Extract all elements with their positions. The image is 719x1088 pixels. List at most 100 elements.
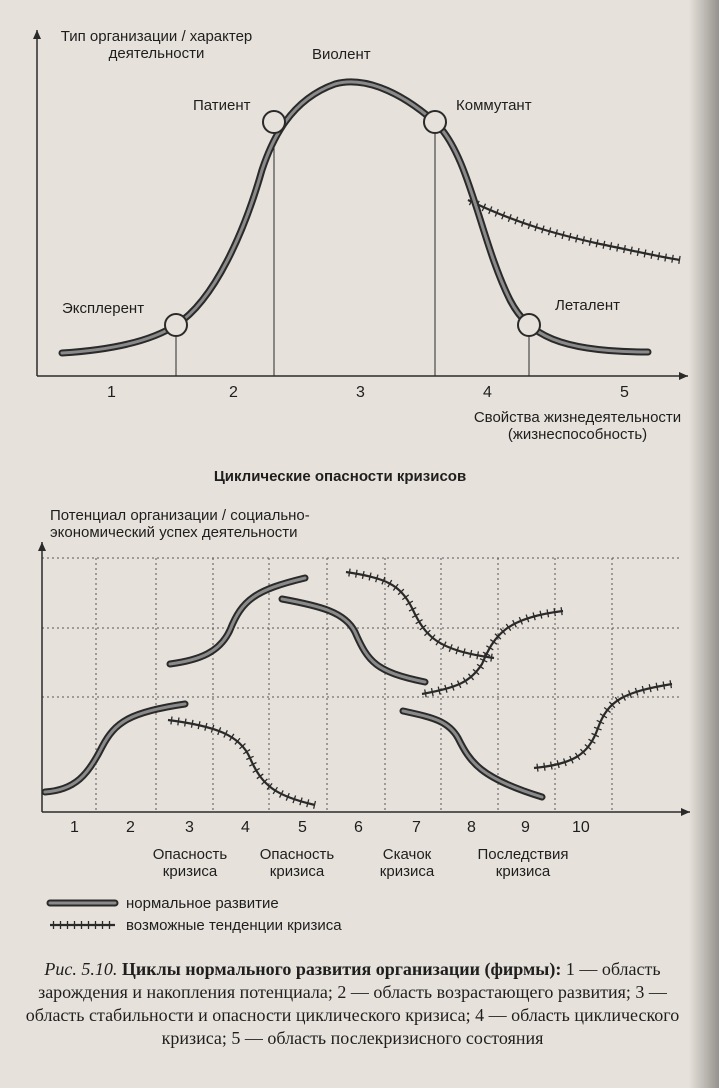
crisis-tick xyxy=(602,240,606,249)
legend-crisis-label: возможные тенденции кризиса xyxy=(126,917,342,934)
stage-circle-letalent xyxy=(517,313,541,337)
crisis-tick xyxy=(648,684,652,693)
crisis-tick xyxy=(197,721,201,730)
crisis-tick xyxy=(419,624,427,631)
crisis-tick xyxy=(536,763,539,772)
region-number-5: 5 xyxy=(620,384,629,401)
crisis-tick xyxy=(242,749,251,755)
bottom-normal-segment-3 xyxy=(278,595,429,686)
period-number-5: 5 xyxy=(298,819,307,836)
crisis-tick xyxy=(539,610,543,619)
crisis-tick xyxy=(591,732,600,738)
crisis-tick xyxy=(401,594,410,601)
bottom-normal-segment-4 xyxy=(399,707,546,801)
crisis-tick xyxy=(608,701,616,709)
crisis-tick xyxy=(549,761,553,770)
crisis-tick xyxy=(405,600,414,606)
bottom-chart xyxy=(38,542,690,929)
phase-label-4: Последствия кризиса xyxy=(477,846,569,880)
crisis-tick xyxy=(368,572,372,581)
crisis-tick xyxy=(669,680,673,689)
crisis-tick xyxy=(599,713,608,719)
crisis-tick xyxy=(411,613,420,618)
crisis-tick xyxy=(430,687,434,697)
crisis-tick xyxy=(616,243,620,252)
period-number-2: 2 xyxy=(126,819,135,836)
crisis-tick xyxy=(450,682,455,691)
phase-label-1: Опасность кризиса xyxy=(152,846,228,880)
crisis-tick xyxy=(210,724,215,733)
crisis-tick xyxy=(455,646,460,655)
crisis-tick xyxy=(489,639,498,645)
region-number-2: 2 xyxy=(229,384,238,401)
crisis-tick xyxy=(190,719,194,728)
caption-title: Циклы нормального развития организации (… xyxy=(121,959,556,979)
crisis-tick xyxy=(408,606,417,612)
period-number-4: 4 xyxy=(241,819,250,836)
top-x-axis-label: Свойства жизнедеятельности (жизнеспособн… xyxy=(473,409,682,443)
crisis-tick xyxy=(588,738,596,744)
crisis-tick xyxy=(266,782,273,790)
crisis-tick xyxy=(285,792,290,801)
crisis-tick xyxy=(481,203,487,212)
phase-label-2: Опасность кризиса xyxy=(259,846,335,880)
crisis-tick xyxy=(520,218,525,227)
period-number-9: 9 xyxy=(521,819,530,836)
crisis-tick xyxy=(505,623,512,631)
crisis-tick xyxy=(375,574,379,583)
top-crisis-trend xyxy=(467,197,681,264)
crisis-tick xyxy=(299,797,303,806)
crisis-tick xyxy=(217,727,222,736)
crisis-tick xyxy=(657,252,661,261)
crisis-tick xyxy=(490,653,493,662)
crisis-tick xyxy=(472,668,480,676)
section-title: Циклические опасности кризисов xyxy=(213,468,467,485)
bottom-crisis-segment-2 xyxy=(345,568,495,662)
crisis-tick xyxy=(462,677,468,685)
crisis-tick xyxy=(467,673,475,681)
crisis-tick xyxy=(636,247,640,257)
stage-circle-patient xyxy=(262,110,286,134)
crisis-tick xyxy=(643,249,647,258)
crisis-tick xyxy=(256,773,264,780)
crisis-tick xyxy=(546,609,550,618)
crisis-tick xyxy=(494,633,502,640)
crisis-tick xyxy=(512,619,517,628)
crisis-tick xyxy=(476,663,485,670)
crisis-tick xyxy=(278,790,284,798)
crisis-tick xyxy=(361,570,365,580)
legend-crisis-line xyxy=(50,921,115,929)
stage-label-kommutant: Коммутант xyxy=(456,97,532,114)
crisis-tick xyxy=(252,767,260,774)
crisis-tick xyxy=(415,619,423,625)
crisis-tick xyxy=(621,693,626,701)
crisis-tick xyxy=(348,568,351,577)
crisis-tick xyxy=(292,795,297,804)
stage-label-patient: Патиент xyxy=(193,97,251,114)
period-number-1: 1 xyxy=(70,819,79,836)
crisis-tick xyxy=(387,579,393,588)
page-edge-shadow xyxy=(689,0,719,1088)
crisis-tick xyxy=(579,748,587,756)
crisis-tick xyxy=(634,687,639,696)
crisis-tick xyxy=(306,799,310,808)
bottom-grid xyxy=(42,557,682,810)
crisis-tick xyxy=(525,614,530,623)
crisis-tick xyxy=(609,242,613,251)
crisis-tick xyxy=(507,214,512,222)
period-number-8: 8 xyxy=(467,819,476,836)
crisis-tick xyxy=(429,634,436,642)
crisis-tick xyxy=(678,255,681,264)
period-number-6: 6 xyxy=(354,819,363,836)
crisis-tick xyxy=(514,216,519,225)
crisis-tick xyxy=(435,638,441,646)
crisis-tick xyxy=(581,236,585,245)
crisis-tick xyxy=(441,641,447,650)
crisis-tick xyxy=(568,232,572,241)
crisis-tick xyxy=(177,717,180,726)
crisis-tick xyxy=(655,682,659,691)
crisis-tick xyxy=(444,684,448,693)
crisis-tick xyxy=(588,237,592,246)
caption-body: 1 — область зарождения и накопления поте… xyxy=(25,959,680,1048)
